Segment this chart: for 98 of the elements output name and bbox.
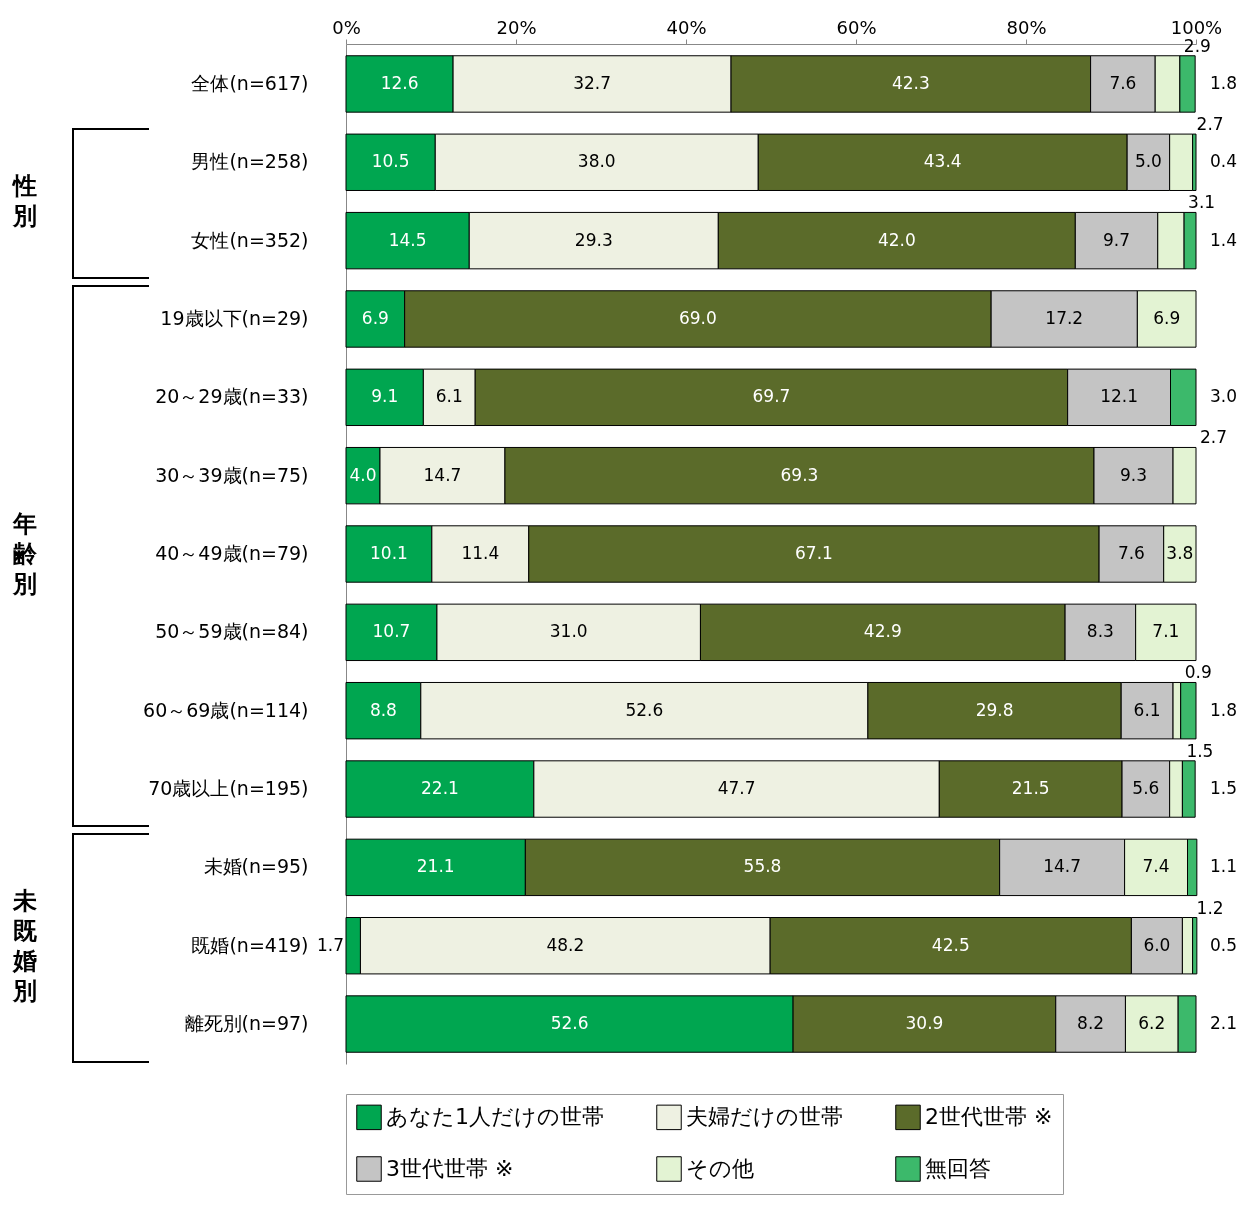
- data-label: 38.0: [577, 151, 616, 172]
- data-label: 47.7: [717, 778, 756, 799]
- legend-label: 夫婦だけの世帯: [686, 1104, 843, 1130]
- data-label: 48.2: [546, 934, 585, 955]
- data-label: 7.1: [1152, 621, 1180, 642]
- data-label: 3.0: [1210, 386, 1238, 407]
- data-label: 6.9: [361, 307, 389, 328]
- x-tick-label: 40%: [666, 16, 707, 38]
- data-label: 0.5: [1210, 934, 1238, 955]
- data-label: 1.5: [1210, 778, 1238, 799]
- data-label: 14.7: [1043, 856, 1082, 877]
- y-tick-label: 19歳以下(n=29): [160, 306, 309, 329]
- data-label: 2.7: [1200, 427, 1228, 448]
- data-label: 10.5: [371, 151, 410, 172]
- x-tick-label: 20%: [496, 16, 537, 38]
- data-label: 7.6: [1109, 72, 1137, 93]
- legend-label: その他: [686, 1156, 754, 1181]
- x-tick-label: 0%: [332, 16, 361, 38]
- data-label: 0.4: [1210, 151, 1238, 172]
- y-tick-label: 既婚(n=419): [191, 933, 309, 956]
- y-tick-label: 70歳以上(n=195): [148, 777, 309, 800]
- text: 未既婚別: [12, 885, 38, 1006]
- data-label: 7.4: [1142, 856, 1170, 877]
- data-label: 6.9: [1153, 307, 1181, 328]
- data-label: 12.6: [380, 72, 419, 93]
- text: 年齢別: [12, 509, 38, 599]
- data-label: 10.7: [372, 621, 411, 642]
- data-label: 2.1: [1210, 1013, 1238, 1034]
- data-label: 29.3: [574, 229, 613, 250]
- y-tick-label: 女性(n=352): [191, 228, 309, 251]
- data-label: 43.4: [923, 151, 962, 172]
- data-label: 42.5: [931, 934, 970, 955]
- y-tick-label: 男性(n=258): [191, 150, 309, 173]
- y-tick-label: 全体(n=617): [191, 71, 309, 94]
- legend-label: 2世代世帯 ※: [925, 1104, 1053, 1130]
- y-tick-label: 60～69歳(n=114): [143, 698, 309, 721]
- data-label: 9.7: [1103, 229, 1131, 250]
- data-label: 11.4: [461, 543, 500, 563]
- data-label: 21.5: [1011, 778, 1050, 799]
- data-label: 6.1: [1133, 699, 1161, 720]
- data-label: 55.8: [743, 856, 782, 877]
- y-tick-label: 30～39歳(n=75): [155, 463, 309, 486]
- data-label: 14.7: [423, 464, 462, 485]
- x-tick-label: 100%: [1170, 16, 1223, 38]
- data-label: 30.9: [905, 1013, 944, 1034]
- data-label: 1.2: [1196, 897, 1224, 918]
- data-label: 8.2: [1077, 1013, 1105, 1034]
- data-label: 21.1: [416, 856, 455, 877]
- data-label: 42.0: [877, 229, 916, 250]
- data-label: 1.7: [316, 934, 344, 955]
- data-label: 12.1: [1100, 386, 1138, 407]
- data-label: 42.3: [891, 72, 930, 93]
- data-label: 9.1: [371, 386, 399, 407]
- data-label: 31.0: [549, 621, 588, 642]
- x-tick-label: 80%: [1006, 16, 1047, 38]
- y-tick-label: 50～59歳(n=84): [155, 620, 309, 643]
- data-label: 1.5: [1186, 740, 1214, 761]
- data-label: 0.9: [1184, 662, 1212, 683]
- data-label: 8.3: [1086, 621, 1114, 642]
- y-tick-label: 20～29歳(n=33): [155, 385, 309, 408]
- data-label: 1.1: [1210, 856, 1238, 877]
- data-label: 4.0: [349, 464, 377, 485]
- data-label: 1.8: [1210, 699, 1238, 720]
- data-label: 17.2: [1045, 307, 1084, 328]
- data-label: 6.2: [1138, 1013, 1166, 1034]
- data-label: 2.7: [1196, 114, 1224, 135]
- data-label: 1.4: [1210, 229, 1238, 250]
- data-label: 22.1: [421, 778, 459, 799]
- data-label: 5.0: [1134, 151, 1162, 172]
- text: 性別: [12, 171, 38, 232]
- data-label: 52.6: [550, 1013, 589, 1034]
- x-tick-label: 60%: [836, 16, 877, 38]
- y-tick-label: 未婚(n=95): [203, 855, 309, 878]
- data-label: 3.8: [1166, 543, 1194, 563]
- data-label: 29.8: [975, 699, 1014, 720]
- data-label: 1.8: [1210, 72, 1238, 93]
- data-label: 10.1: [370, 543, 408, 563]
- legend-label: 無回答: [925, 1156, 991, 1181]
- data-label: 9.3: [1120, 464, 1148, 485]
- data-label: 2.9: [1183, 35, 1211, 56]
- data-label: 42.9: [863, 621, 902, 642]
- legend-label: 3世代世帯 ※: [386, 1156, 514, 1181]
- y-tick-label: 40～49歳(n=79): [155, 542, 309, 564]
- data-label: 32.7: [573, 72, 611, 93]
- data-label: 3.1: [1188, 192, 1216, 213]
- data-label: 69.7: [752, 386, 791, 407]
- data-label: 67.1: [795, 543, 833, 563]
- data-label: 14.5: [388, 229, 427, 250]
- data-label: 69.3: [780, 464, 819, 485]
- data-label: 69.0: [678, 307, 717, 328]
- data-label: 8.8: [369, 699, 397, 720]
- data-label: 7.6: [1117, 543, 1145, 563]
- y-tick-label: 離死別(n=97): [184, 1012, 309, 1035]
- data-label: 6.1: [435, 386, 463, 407]
- data-label: 5.6: [1132, 778, 1160, 799]
- legend-label: あなた1人だけの世帯: [386, 1104, 604, 1130]
- data-label: 6.0: [1143, 934, 1171, 955]
- data-label: 52.6: [625, 699, 664, 720]
